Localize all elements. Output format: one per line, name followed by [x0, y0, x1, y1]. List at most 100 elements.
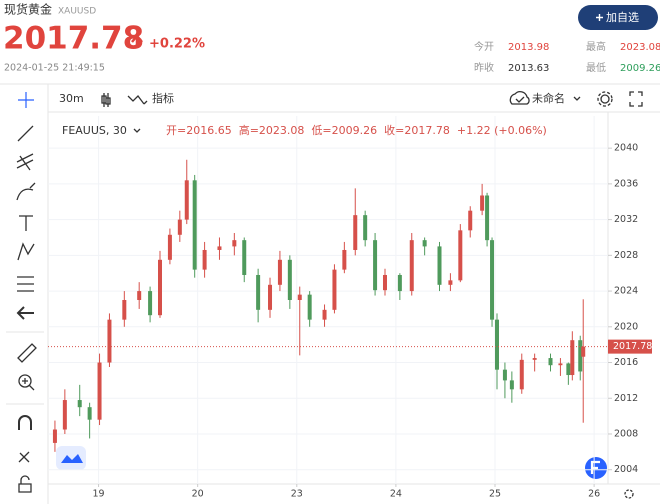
cloud-icon[interactable]	[509, 91, 530, 105]
candle-body	[458, 230, 463, 281]
candle-body	[342, 249, 347, 270]
x-tick-label: 26	[588, 489, 600, 500]
candle-body	[578, 340, 583, 372]
ohlc-legend: 开=2016.65	[166, 124, 232, 137]
timestamp: 2024-01-25 21:49:15	[4, 63, 105, 74]
line-tool[interactable]	[17, 125, 34, 142]
candle-body	[332, 269, 337, 310]
x-tick-label: 25	[489, 489, 501, 500]
logo-bg	[56, 446, 86, 470]
candle-body	[490, 240, 495, 320]
text-tool[interactable]	[19, 215, 33, 231]
zoom-tool[interactable]	[22, 378, 35, 391]
stat-label: 昨收	[474, 61, 494, 74]
pattern-tool[interactable]	[17, 242, 35, 261]
candle-body	[509, 380, 514, 390]
measure-tool[interactable]	[17, 276, 34, 292]
stat-value: 2023.08	[620, 42, 660, 53]
candle-body	[192, 180, 197, 270]
plus-icon	[596, 14, 603, 21]
change: +0.22%	[149, 37, 205, 52]
candle-body	[353, 215, 358, 250]
candle-body	[581, 346, 586, 357]
y-tick-label: 2028	[614, 250, 638, 261]
magnet-tool[interactable]	[18, 415, 32, 430]
candle-body	[448, 280, 453, 285]
title: 现货黄金	[4, 2, 52, 17]
layout-name[interactable]: 未命名	[532, 91, 565, 105]
stat-value: 2009.26	[620, 63, 660, 74]
candle-body	[268, 284, 273, 310]
button-label[interactable]: 加自选	[606, 11, 639, 24]
candle-body	[558, 363, 563, 366]
ohlc-legend: 高=2023.08	[239, 123, 305, 137]
fib-tool[interactable]	[16, 153, 34, 171]
axis-settings[interactable]	[624, 489, 634, 499]
symbol-label: FEAUUS, 30	[62, 124, 127, 137]
symbol: XAUUSD	[58, 7, 96, 17]
stat-label: 今开	[474, 40, 494, 53]
y-tick-label: 2036	[614, 178, 638, 189]
candle-body	[202, 249, 207, 270]
candle-body	[107, 319, 112, 363]
indicators[interactable]: 指标	[152, 91, 174, 105]
candle-body	[502, 369, 507, 381]
candle-body	[137, 291, 142, 300]
candle-body	[217, 246, 222, 250]
candle-body	[468, 210, 473, 231]
candle-body	[437, 246, 442, 285]
candle-body	[148, 291, 153, 316]
candle-icon[interactable]	[101, 93, 111, 107]
candle-body	[480, 195, 485, 211]
candle-body	[297, 294, 302, 300]
candle-body	[566, 363, 571, 376]
candle-body	[307, 294, 312, 320]
chevron[interactable]	[573, 96, 581, 101]
ruler-tool[interactable]	[17, 343, 37, 363]
add-button[interactable]	[578, 5, 658, 30]
settings-icon[interactable]	[600, 94, 610, 104]
indicator-icon[interactable]	[127, 95, 148, 105]
ohlc-legend: 收=2017.78	[384, 123, 450, 137]
chevron[interactable]	[133, 128, 141, 133]
stat-value: 2013.98	[508, 42, 549, 53]
zoom-tool[interactable]	[18, 374, 32, 388]
candle-body	[532, 358, 537, 360]
candle-body	[52, 429, 57, 443]
x-tick-label: 19	[93, 489, 105, 500]
fullscreen-icon[interactable]	[629, 91, 643, 107]
candle-body	[122, 300, 127, 320]
y-tick-label: 2016	[614, 357, 638, 368]
candle-body	[97, 362, 102, 420]
candle-body	[232, 240, 237, 247]
crosshair-tool[interactable]	[18, 92, 34, 108]
candle-body	[256, 274, 261, 310]
lock-tool[interactable]	[18, 475, 32, 493]
stat-label: 最低	[586, 61, 606, 74]
y-tick-label: 2008	[614, 428, 638, 439]
ohlc-legend: 低=2009.26	[311, 124, 377, 137]
candle-body	[494, 319, 499, 370]
y-tick-label: 2024	[614, 286, 638, 297]
back-tool[interactable]	[16, 306, 34, 320]
left-toolbar	[16, 125, 37, 493]
price: 2017.78	[3, 21, 144, 57]
candle-body	[177, 219, 182, 235]
candle-body	[422, 240, 427, 247]
candle-body	[87, 407, 92, 420]
candle-body	[77, 400, 82, 408]
candle-body	[570, 340, 575, 376]
candle-body	[548, 358, 553, 366]
candle-body	[184, 180, 189, 220]
interval[interactable]: 30m	[59, 92, 84, 105]
brush-tool[interactable]	[16, 182, 36, 201]
settings-icon[interactable]	[597, 91, 613, 107]
y-tick-label: 2004	[614, 464, 638, 475]
pencil-tool[interactable]	[18, 451, 30, 463]
candle-body	[62, 400, 67, 430]
candle-body	[409, 240, 414, 292]
candle-body	[287, 259, 292, 300]
stat-value: 2013.63	[508, 63, 549, 74]
candle-body	[519, 359, 524, 390]
candle-body	[242, 240, 247, 275]
